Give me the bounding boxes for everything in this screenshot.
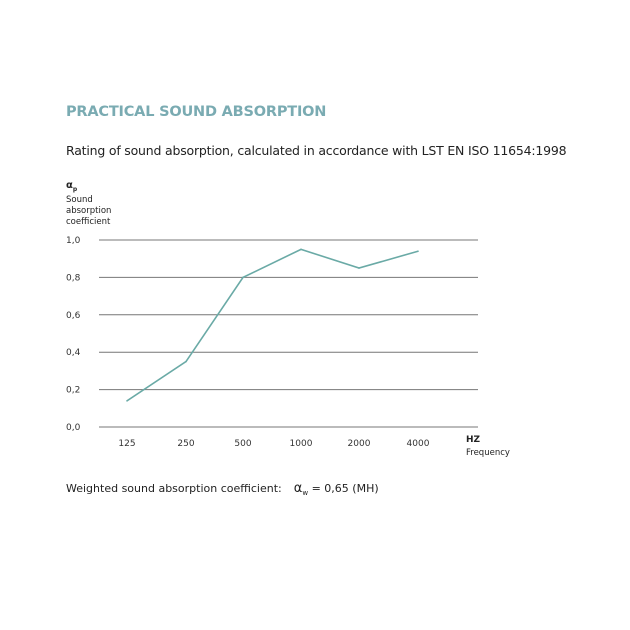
footer-value: = 0,65 (MH) bbox=[311, 482, 379, 495]
y-tick-label: 0,8 bbox=[66, 273, 81, 283]
x-axis-label: Frequency bbox=[466, 448, 510, 458]
footer-symbol-sub: w bbox=[302, 489, 309, 498]
weighted-coefficient: Weighted sound absorption coefficient: αw… bbox=[66, 481, 379, 497]
y-axis-symbol: αp bbox=[66, 180, 77, 193]
data-point bbox=[358, 267, 360, 269]
x-tick-label: 125 bbox=[118, 439, 135, 449]
y-tick-label: 0,2 bbox=[66, 386, 80, 396]
data-point bbox=[126, 400, 128, 402]
data-point bbox=[242, 276, 244, 279]
y-tick-label: 1,0 bbox=[66, 236, 81, 246]
x-axis-unit: HZ bbox=[466, 435, 481, 445]
chart-subtitle: Rating of sound absorption, calculated i… bbox=[66, 143, 567, 158]
footer-label: Weighted sound absorption coefficient: bbox=[66, 482, 282, 495]
x-tick-label: 500 bbox=[234, 439, 251, 449]
x-tick-label: 1000 bbox=[290, 439, 313, 449]
data-point bbox=[417, 250, 419, 253]
data-line bbox=[126, 248, 419, 402]
x-tick-label: 2000 bbox=[348, 439, 371, 449]
y-tick-label: 0,6 bbox=[66, 311, 81, 321]
x-tick-label: 4000 bbox=[407, 439, 430, 449]
chart-title: PRACTICAL SOUND ABSORPTION bbox=[66, 104, 327, 120]
footer-symbol: α bbox=[293, 481, 303, 496]
y-tick-label: 0,0 bbox=[66, 423, 81, 433]
y-axis-label: Sound absorption coefficient bbox=[66, 195, 112, 227]
data-point bbox=[185, 360, 187, 363]
x-tick-label: 250 bbox=[177, 439, 194, 449]
data-point bbox=[300, 248, 302, 251]
y-symbol-sub: p bbox=[72, 186, 78, 193]
y-tick-label: 0,4 bbox=[66, 348, 81, 358]
y-symbol: α bbox=[66, 180, 73, 191]
